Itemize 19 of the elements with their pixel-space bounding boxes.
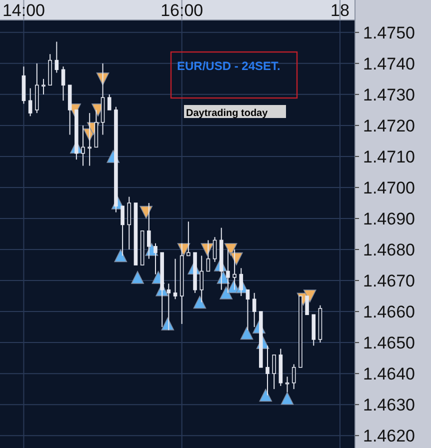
y-tick-label: 1.4690 [363,209,415,228]
x-tick-label: 18 [330,1,350,20]
y-tick-label: 1.4630 [363,396,415,415]
y-tick-label: 1.4740 [363,54,415,74]
y-tick-label: 1.4700 [363,178,415,198]
y-tick-label: 1.4640 [363,364,415,384]
y-tick-label: 1.4620 [363,426,415,446]
y-tick-label: 1.4730 [363,85,415,104]
y-tick-label: 1.4720 [363,116,415,136]
y-tick-label: 1.4710 [363,147,415,166]
y-tick-label: 1.4650 [363,334,415,352]
y-tick-label: 1.4670 [363,271,415,290]
x-tick-label: 16:00 [160,1,204,20]
text: EUR/USD - 24SET. [177,59,280,73]
y-tick-label: 1.4680 [363,240,415,260]
text: Daytrading today [186,108,268,119]
x-tick-label: 14:00 [2,1,45,20]
y-tick-label: 1.4660 [363,302,415,322]
y-tick-label: 1.4750 [363,23,415,42]
